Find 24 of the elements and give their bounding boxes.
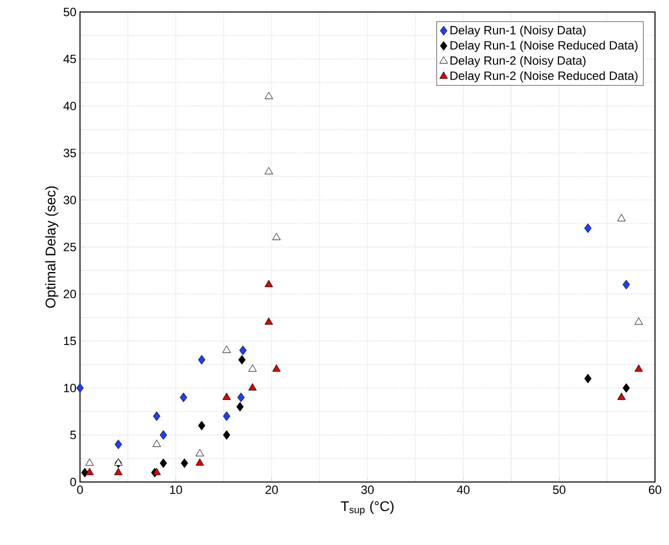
- y-tick-label: 30: [64, 196, 76, 204]
- y-tick-label: 20: [64, 290, 76, 298]
- y-tick-label: 0: [70, 478, 76, 486]
- y-tick-label: 15: [64, 336, 76, 346]
- x-axis-title: T$_{sup}$ (°C): [340, 500, 394, 516]
- y-tick-label: 35: [64, 148, 76, 158]
- x-tick-label: 0: [77, 486, 83, 494]
- y-axis-title: Optimal Delay (sec): [45, 186, 58, 308]
- y-tick-label: 40: [63, 102, 76, 110]
- legend-label: Delay Run-2 (Noisy Data): [450, 56, 586, 68]
- x-tick-label: 40: [456, 486, 470, 494]
- x-tick-label: 20: [266, 486, 278, 494]
- y-tick-label: 50: [64, 8, 76, 16]
- y-tick-label: 25: [64, 242, 76, 252]
- y-tick-label: 10: [64, 384, 76, 392]
- y-tick-label: 45: [63, 54, 76, 64]
- x-tick-label: 50: [552, 486, 566, 494]
- y-tick-label: 5: [70, 430, 76, 440]
- x-tick-label: 30: [361, 486, 374, 494]
- legend-label: Delay Run-1 (Noise Reduced Data): [450, 40, 638, 52]
- legend-label: Delay Run-2 (Noise Reduced Data): [450, 71, 638, 82]
- legend-label: Delay Run-1 (Noisy Data): [450, 26, 586, 37]
- x-tick-label: 10: [170, 486, 182, 494]
- x-tick-label: 60: [648, 486, 662, 494]
